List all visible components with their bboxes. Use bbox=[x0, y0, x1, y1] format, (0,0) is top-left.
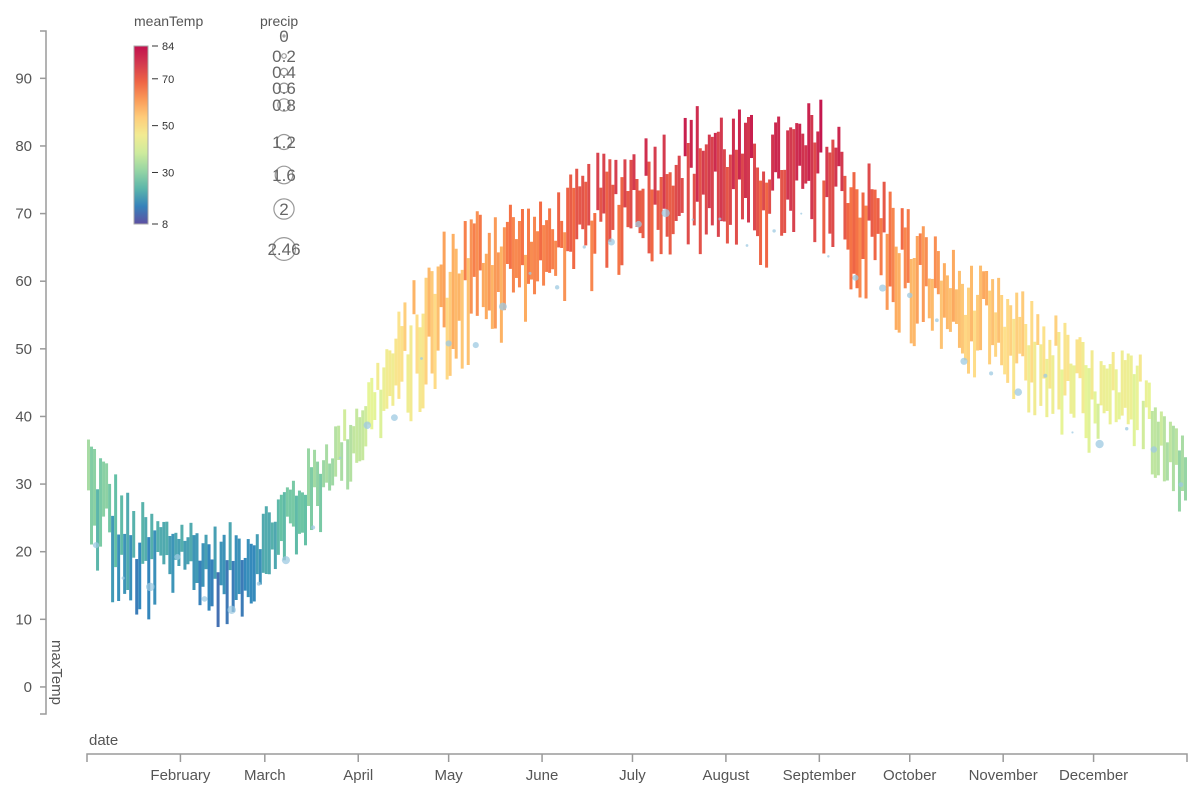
precip-point bbox=[528, 271, 532, 275]
precip-point bbox=[1043, 373, 1048, 378]
precip-point bbox=[256, 581, 261, 586]
color-legend-title: meanTemp bbox=[134, 13, 203, 29]
precip-point bbox=[1150, 446, 1158, 453]
precip-point bbox=[934, 318, 939, 323]
size-legend-label: 0.6 bbox=[272, 79, 296, 98]
x-tick-label: November bbox=[969, 767, 1038, 784]
precip-point bbox=[472, 342, 479, 349]
size-legend-label: 1.2 bbox=[272, 133, 296, 152]
precip-point bbox=[1014, 388, 1023, 396]
x-tick-label: December bbox=[1059, 767, 1128, 784]
precip-point bbox=[445, 340, 452, 347]
precip-point bbox=[852, 274, 859, 281]
size-legend-symbol bbox=[273, 198, 295, 220]
size-legend-symbol bbox=[281, 53, 287, 59]
precip-point bbox=[201, 596, 208, 602]
y-tick-label: 90 bbox=[15, 70, 32, 87]
size-legend-symbol bbox=[275, 133, 293, 151]
x-tick-label: October bbox=[883, 767, 936, 784]
x-tick-label: June bbox=[526, 767, 559, 784]
x-tick-label: July bbox=[619, 767, 646, 784]
x-tick-label: May bbox=[434, 767, 463, 784]
precip-point bbox=[635, 220, 642, 228]
precip-point bbox=[582, 245, 586, 249]
precip-point bbox=[92, 542, 100, 549]
precip-point bbox=[772, 229, 776, 233]
size-legend-label: 2.46 bbox=[267, 240, 300, 259]
precip-size-legend: precip 00.20.40.60.8 1.2 1.6 2 2.46 bbox=[260, 13, 301, 262]
precip-point bbox=[718, 217, 722, 221]
precip-point bbox=[310, 525, 316, 530]
meantemp-color-legend: meanTemp 84 70 50 30 8 bbox=[133, 13, 203, 231]
precip-point bbox=[800, 212, 803, 215]
size-legend-label: 0.4 bbox=[272, 63, 296, 82]
size-legend-symbol bbox=[274, 165, 294, 185]
color-legend-tick-label: 50 bbox=[162, 121, 174, 133]
y-tick-label: 40 bbox=[15, 408, 32, 425]
size-legend-symbol bbox=[272, 237, 297, 262]
x-axis-title: date bbox=[89, 732, 118, 749]
x-tick-label: September bbox=[783, 767, 856, 784]
x-tick-label: March bbox=[244, 767, 286, 784]
x-axis: February March April May June July August Septe… bbox=[86, 732, 1188, 784]
size-legend-symbol bbox=[278, 82, 290, 94]
precip-point bbox=[827, 255, 830, 258]
x-tick-label: August bbox=[703, 767, 751, 784]
precip-point bbox=[338, 456, 342, 460]
precip-point bbox=[1125, 427, 1129, 431]
color-legend-tick-label: 84 bbox=[162, 41, 174, 53]
precip-point bbox=[906, 292, 913, 299]
y-tick-label: 10 bbox=[15, 611, 32, 628]
y-tick-label: 0 bbox=[24, 679, 32, 696]
y-tick-label: 70 bbox=[15, 206, 32, 223]
precip-point bbox=[174, 554, 181, 560]
precip-point bbox=[607, 238, 615, 246]
precip-point bbox=[498, 302, 507, 311]
size-legend-label: 0.8 bbox=[272, 96, 296, 115]
precip-point bbox=[745, 244, 749, 247]
y-tick-label: 60 bbox=[15, 273, 32, 290]
size-legend-label: 0.2 bbox=[272, 47, 296, 66]
color-legend-tick-label: 30 bbox=[162, 167, 174, 179]
size-legend-title: precip bbox=[260, 13, 298, 29]
temperature-range-bars bbox=[87, 99, 1187, 628]
precip-point bbox=[1071, 431, 1074, 434]
size-legend-symbol bbox=[279, 67, 289, 77]
precip-point bbox=[879, 284, 887, 292]
color-legend-tick-label: 70 bbox=[162, 74, 174, 86]
size-legend-label: 2 bbox=[279, 200, 288, 219]
color-legend-gradient bbox=[133, 45, 149, 225]
y-axis: 0 10 20 30 40 50 60 70 80 90 maxTemp bbox=[15, 30, 65, 715]
y-tick-label: 80 bbox=[15, 138, 32, 155]
precip-point bbox=[661, 209, 670, 218]
size-legend-symbol bbox=[282, 34, 286, 38]
precip-point bbox=[691, 218, 694, 221]
precip-point bbox=[1095, 439, 1104, 449]
precip-point bbox=[121, 576, 125, 580]
precip-point bbox=[1178, 482, 1184, 488]
size-legend-label: 1.6 bbox=[272, 166, 296, 185]
size-legend-label: 0 bbox=[279, 27, 288, 46]
precip-point bbox=[960, 357, 968, 365]
x-tick-label: April bbox=[343, 767, 373, 784]
precip-point bbox=[363, 421, 371, 429]
precip-point bbox=[554, 285, 560, 290]
y-tick-label: 50 bbox=[15, 341, 32, 358]
precip-points bbox=[92, 209, 1184, 615]
y-tick-label: 30 bbox=[15, 476, 32, 493]
color-legend-tick-label: 8 bbox=[162, 219, 168, 231]
precip-point bbox=[281, 556, 290, 565]
x-tick-label: February bbox=[150, 767, 211, 784]
precip-point bbox=[227, 605, 236, 615]
precip-point bbox=[390, 414, 398, 422]
y-tick-label: 20 bbox=[15, 544, 32, 561]
precip-point bbox=[420, 357, 423, 360]
precip-point bbox=[146, 582, 155, 592]
y-axis-title: maxTemp bbox=[48, 640, 65, 705]
precip-point bbox=[989, 371, 994, 376]
size-legend-symbol bbox=[277, 98, 291, 112]
